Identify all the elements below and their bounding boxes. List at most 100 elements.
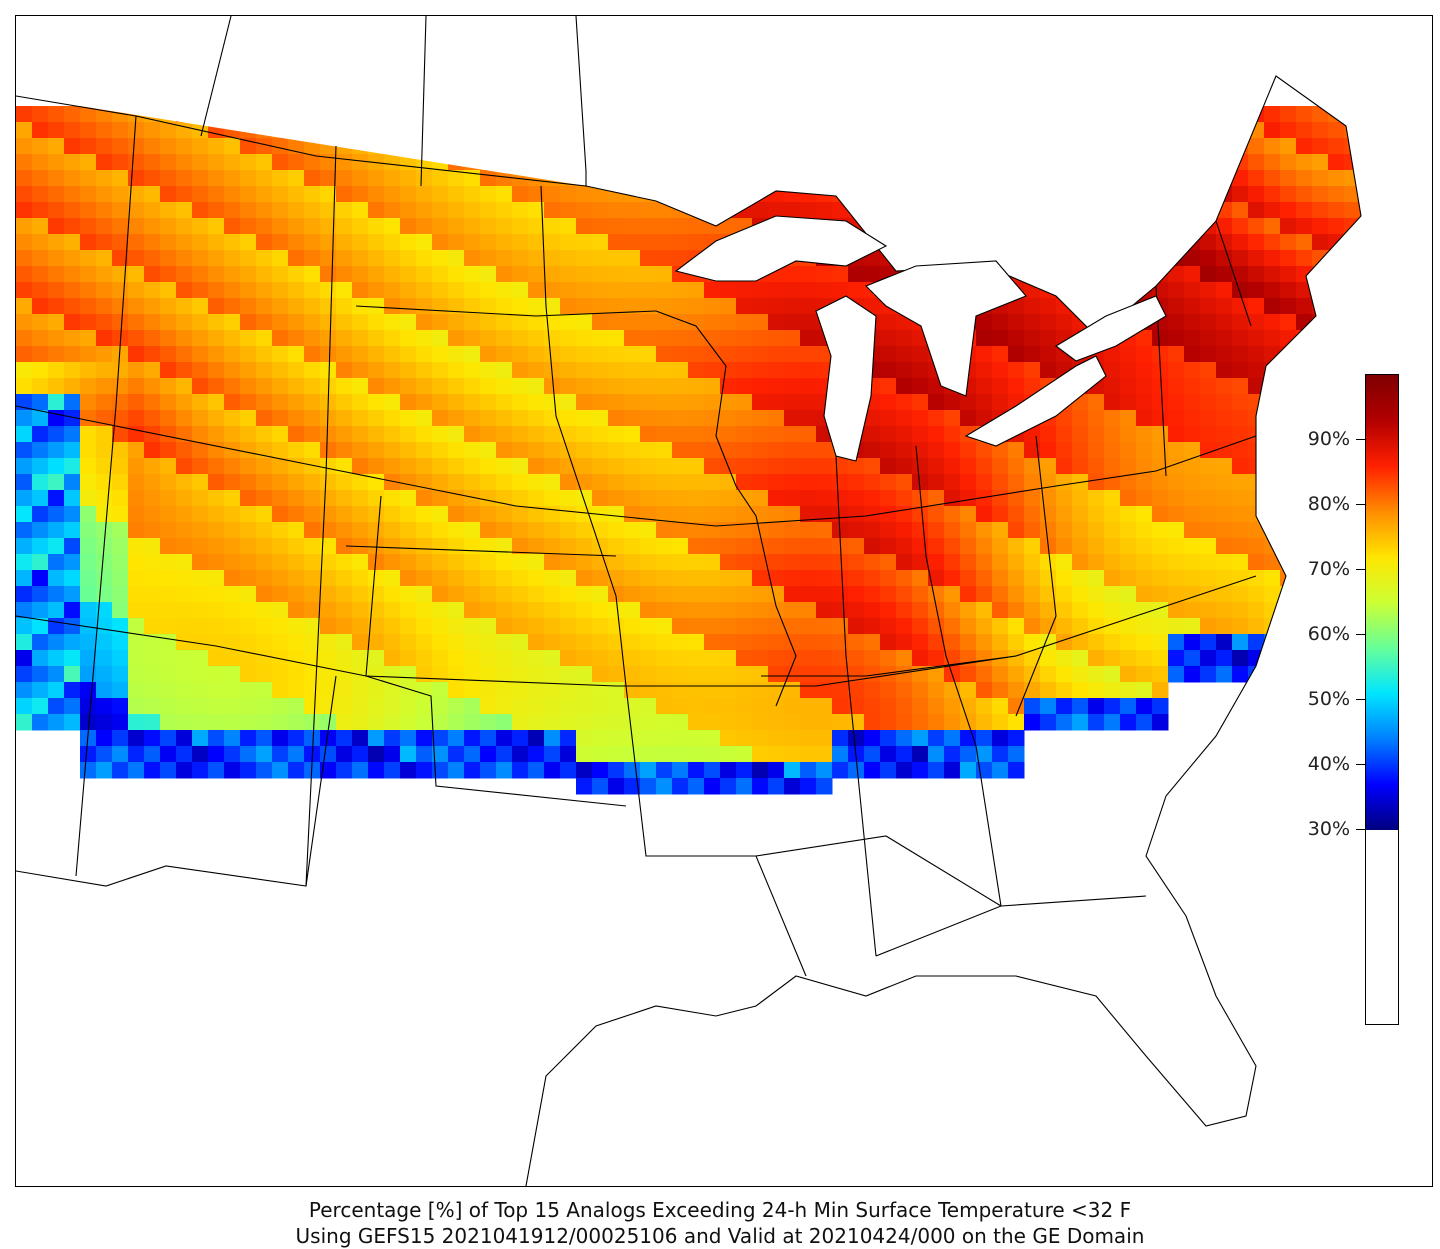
heatmap-cell	[336, 250, 353, 267]
heatmap-cell	[448, 490, 465, 507]
heatmap-cell	[768, 586, 785, 603]
heatmap-cell	[1216, 538, 1233, 555]
heatmap-cell	[128, 698, 145, 715]
heatmap-cell	[912, 170, 929, 187]
heatmap-cell	[240, 186, 257, 203]
heatmap-cell	[608, 538, 625, 555]
heatmap-cell	[640, 746, 657, 763]
colorbar	[1365, 374, 1399, 1025]
heatmap-cell	[272, 618, 289, 635]
heatmap-cell	[1264, 474, 1281, 491]
heatmap-cell	[336, 506, 353, 523]
heatmap-cell	[1056, 666, 1073, 683]
heatmap-cell	[896, 442, 913, 459]
heatmap-cell	[1328, 522, 1345, 539]
heatmap-cell	[208, 506, 225, 523]
heatmap-cell	[896, 346, 913, 363]
heatmap-cell	[624, 298, 641, 315]
heatmap-cell	[1072, 506, 1089, 523]
heatmap-cell	[896, 602, 913, 619]
heatmap-cell	[80, 714, 97, 731]
heatmap-cell	[288, 202, 305, 219]
heatmap-cell	[1360, 282, 1361, 299]
heatmap-cell	[304, 314, 321, 331]
heatmap-cell	[368, 714, 385, 731]
heatmap-cell	[1088, 666, 1105, 683]
heatmap-cell	[32, 682, 49, 699]
heatmap-cell	[480, 106, 497, 123]
heatmap-cell	[784, 442, 801, 459]
heatmap-cell	[1088, 506, 1105, 523]
heatmap-cell	[1184, 170, 1201, 187]
heatmap-cell	[1344, 378, 1361, 395]
heatmap-cell	[896, 218, 913, 235]
heatmap-cell	[432, 394, 449, 411]
heatmap-cell	[368, 426, 385, 443]
heatmap-cell	[64, 122, 81, 139]
heatmap-cell	[1184, 266, 1201, 283]
heatmap-cell	[736, 522, 753, 539]
heatmap-cell	[1072, 682, 1089, 699]
heatmap-cell	[288, 378, 305, 395]
heatmap-cell	[480, 122, 497, 139]
heatmap-cell	[208, 442, 225, 459]
heatmap-cell	[432, 746, 449, 763]
heatmap-cell	[64, 362, 81, 379]
heatmap-cell	[400, 730, 417, 747]
heatmap-cell	[1024, 330, 1041, 347]
heatmap-cell	[592, 266, 609, 283]
heatmap-cell	[288, 474, 305, 491]
heatmap-cell	[448, 714, 465, 731]
heatmap-cell	[736, 746, 753, 763]
heatmap-cell	[1216, 554, 1233, 571]
heatmap-cell	[448, 154, 465, 171]
heatmap-cell	[288, 522, 305, 539]
heatmap-cell	[1040, 250, 1057, 267]
heatmap-cell	[480, 586, 497, 603]
heatmap-cell	[864, 442, 881, 459]
heatmap-cell	[336, 186, 353, 203]
heatmap-cell	[288, 602, 305, 619]
heatmap-cell	[1072, 186, 1089, 203]
heatmap-cell	[864, 618, 881, 635]
heatmap-cell	[1088, 202, 1105, 219]
heatmap-cell	[1280, 186, 1297, 203]
heatmap-cell	[544, 154, 561, 171]
heatmap-cell	[144, 138, 161, 155]
heatmap-cell	[816, 586, 833, 603]
heatmap-cell	[800, 314, 817, 331]
heatmap-cell	[384, 602, 401, 619]
heatmap-cell	[1184, 442, 1201, 459]
heatmap-cell	[1344, 410, 1361, 427]
heatmap-cell	[688, 186, 705, 203]
heatmap-cell	[544, 762, 561, 779]
heatmap-cell	[1136, 490, 1153, 507]
heatmap-cell	[688, 458, 705, 475]
heatmap-cell	[1104, 122, 1121, 139]
heatmap-cell	[1136, 138, 1153, 155]
colorbar-tick-label: 90%	[1307, 428, 1350, 450]
heatmap-cell	[368, 570, 385, 587]
heatmap-cell	[416, 618, 433, 635]
heatmap-cell	[208, 426, 225, 443]
heatmap-cell	[1072, 202, 1089, 219]
heatmap-cell	[288, 394, 305, 411]
heatmap-cell	[224, 362, 241, 379]
heatmap-cell	[288, 618, 305, 635]
heatmap-cell	[1312, 586, 1329, 603]
heatmap-cell	[928, 426, 945, 443]
heatmap-cell	[192, 346, 209, 363]
heatmap-cell	[1232, 554, 1249, 571]
heatmap-cell	[784, 138, 801, 155]
heatmap-cell	[448, 298, 465, 315]
heatmap-cell	[800, 106, 817, 123]
heatmap-cell	[912, 426, 929, 443]
heatmap-cell	[624, 138, 641, 155]
heatmap-cell	[1024, 218, 1041, 235]
heatmap-cell	[640, 634, 657, 651]
heatmap-cell	[1040, 602, 1057, 619]
heatmap-cell	[944, 170, 961, 187]
heatmap-cell	[1216, 346, 1233, 363]
heatmap-cell	[1088, 554, 1105, 571]
heatmap-cell	[16, 202, 33, 219]
